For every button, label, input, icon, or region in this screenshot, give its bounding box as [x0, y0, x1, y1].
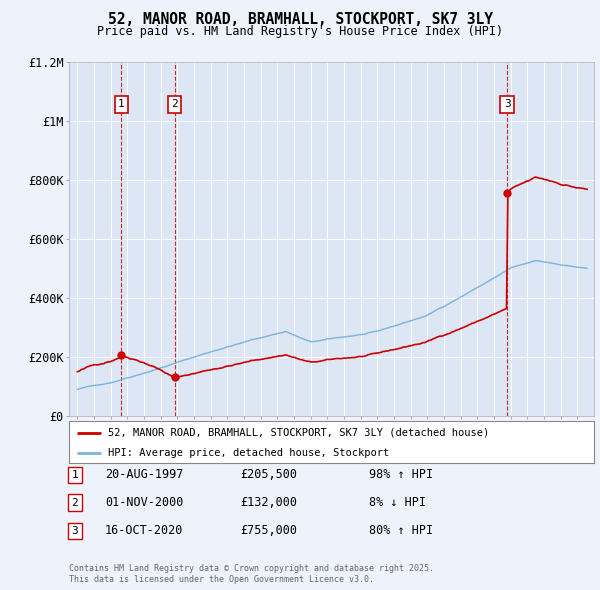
Text: £205,500: £205,500 — [240, 468, 297, 481]
Text: 16-OCT-2020: 16-OCT-2020 — [105, 525, 184, 537]
Text: 2: 2 — [171, 100, 178, 109]
Text: 1: 1 — [71, 470, 79, 480]
Text: Price paid vs. HM Land Registry's House Price Index (HPI): Price paid vs. HM Land Registry's House … — [97, 25, 503, 38]
Text: 80% ↑ HPI: 80% ↑ HPI — [369, 525, 433, 537]
Text: 52, MANOR ROAD, BRAMHALL, STOCKPORT, SK7 3LY: 52, MANOR ROAD, BRAMHALL, STOCKPORT, SK7… — [107, 12, 493, 27]
Text: 01-NOV-2000: 01-NOV-2000 — [105, 496, 184, 509]
Text: 8% ↓ HPI: 8% ↓ HPI — [369, 496, 426, 509]
Text: 20-AUG-1997: 20-AUG-1997 — [105, 468, 184, 481]
Text: HPI: Average price, detached house, Stockport: HPI: Average price, detached house, Stoc… — [109, 448, 389, 457]
Text: Contains HM Land Registry data © Crown copyright and database right 2025.: Contains HM Land Registry data © Crown c… — [69, 565, 434, 573]
Text: 98% ↑ HPI: 98% ↑ HPI — [369, 468, 433, 481]
Text: This data is licensed under the Open Government Licence v3.0.: This data is licensed under the Open Gov… — [69, 575, 374, 584]
Text: 3: 3 — [71, 526, 79, 536]
Text: £755,000: £755,000 — [240, 525, 297, 537]
Text: £132,000: £132,000 — [240, 496, 297, 509]
Text: 3: 3 — [504, 100, 511, 109]
Text: 2: 2 — [71, 498, 79, 507]
Text: 52, MANOR ROAD, BRAMHALL, STOCKPORT, SK7 3LY (detached house): 52, MANOR ROAD, BRAMHALL, STOCKPORT, SK7… — [109, 428, 490, 438]
Text: 1: 1 — [118, 100, 125, 109]
